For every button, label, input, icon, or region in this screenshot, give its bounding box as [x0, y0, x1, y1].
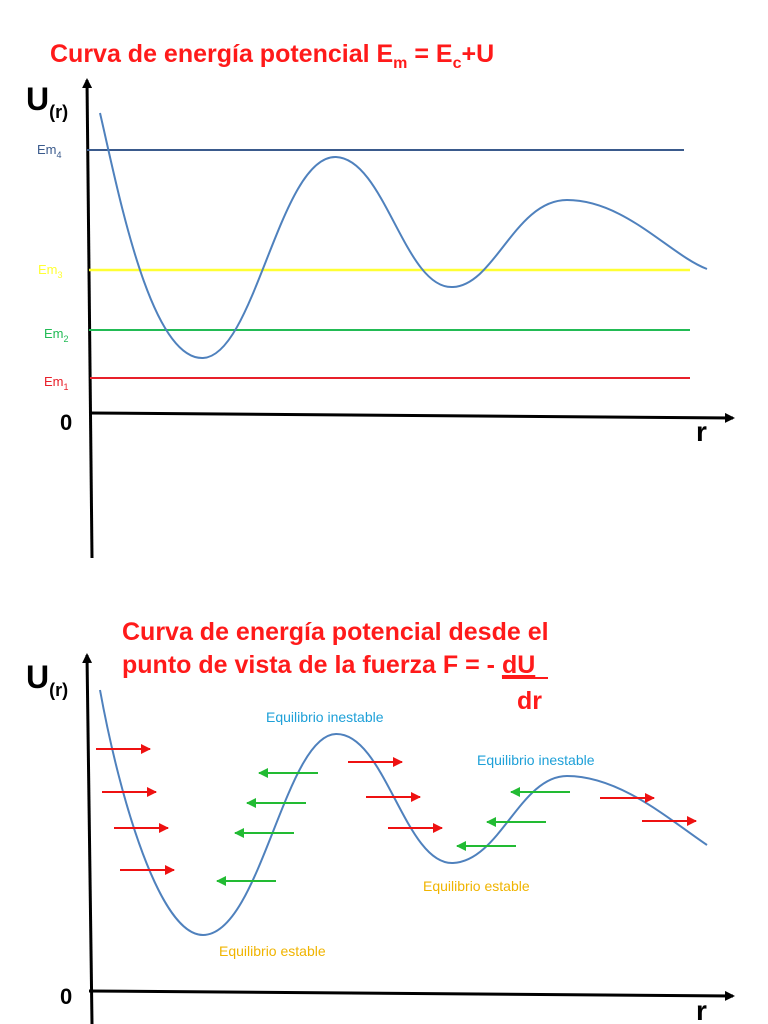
- level-label-em3: Em3: [38, 262, 63, 280]
- x-axis-2: [88, 989, 735, 1001]
- x-axis-label-1: r: [696, 416, 707, 447]
- x-axis-label-2: r: [696, 995, 707, 1024]
- origin-label-1: 0: [60, 410, 72, 435]
- potential-curve-1: [99, 112, 708, 360]
- diagram-2-title-denominator: dr: [517, 687, 542, 715]
- diagram-2-title-line2: punto de vista de la fuerza F = - dU: [122, 651, 535, 679]
- y-axis-2: [82, 653, 94, 1024]
- y-axis-label-2: U(r): [26, 659, 68, 700]
- diagram-1-title: Curva de energía potencial Em = Ec+U: [50, 40, 494, 72]
- origin-label-2: 0: [60, 984, 72, 1009]
- y-axis-label-1: U(r): [26, 81, 68, 122]
- unstable-equilibrium-label-1: Equilibrio inestable: [266, 709, 384, 725]
- unstable-equilibrium-label-2: Equilibrio inestable: [477, 752, 595, 768]
- level-label-em1: Em1: [44, 374, 69, 392]
- diagram-2: Curva de energía potencial desde el punt…: [26, 618, 735, 1024]
- level-label-em2: Em2: [44, 326, 69, 344]
- potential-curve-2: [99, 689, 708, 937]
- diagram-1: Curva de energía potencial Em = Ec+U U(r…: [26, 40, 735, 559]
- level-label-em4: Em4: [37, 142, 62, 160]
- stable-equilibrium-label-1: Equilibrio estable: [219, 943, 326, 959]
- stable-equilibrium-label-2: Equilibrio estable: [423, 878, 530, 894]
- y-axis-1: [82, 78, 94, 559]
- x-axis-1: [88, 411, 735, 423]
- diagram-2-title-line1: Curva de energía potencial desde el: [122, 618, 549, 646]
